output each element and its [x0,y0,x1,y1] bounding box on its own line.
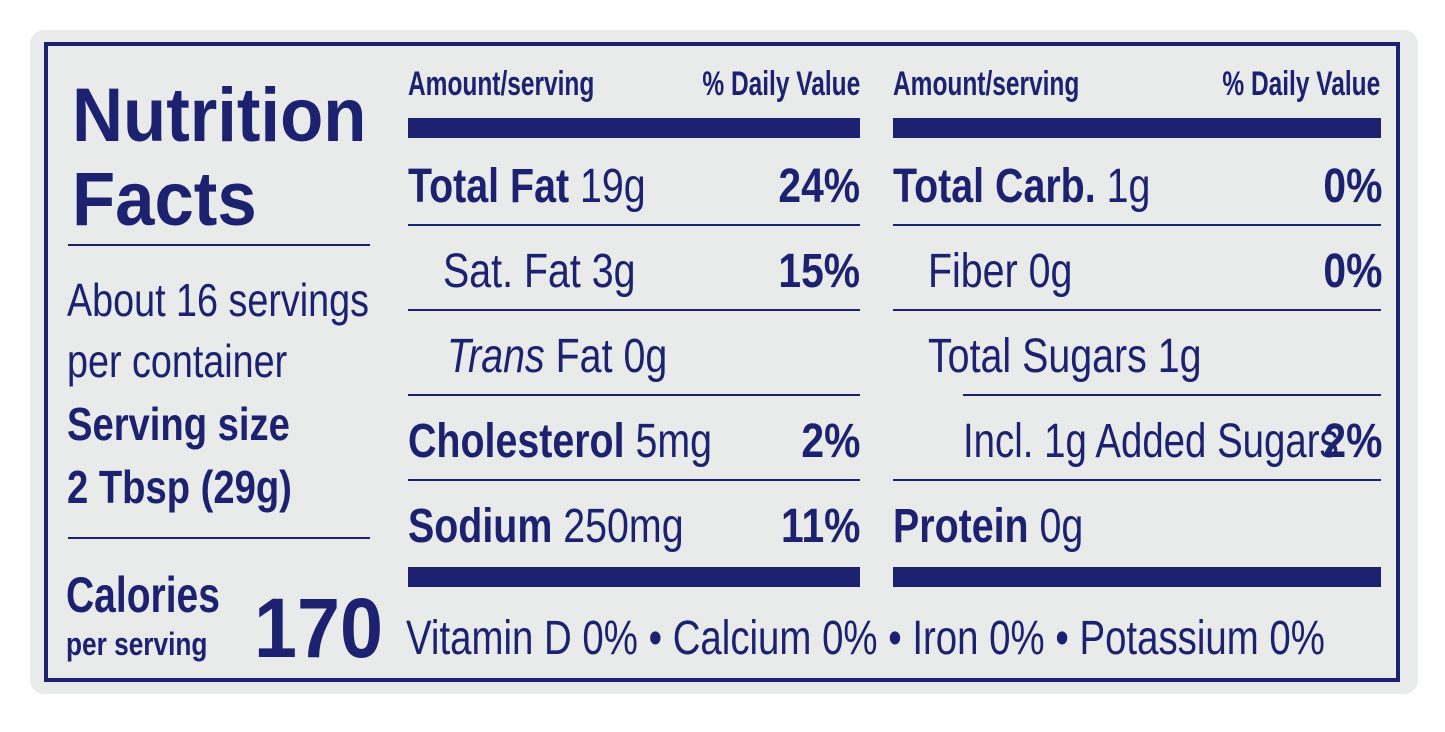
servings-line-1: About 16 servings [67,274,369,326]
nutrition-facts-frame [44,42,1400,682]
right-divider-1 [893,224,1381,226]
title-line-1: Nutrition [72,73,367,158]
right-header-dv: % Daily Value [1222,65,1380,103]
servings-line-2: per container [67,335,288,387]
right-row-total-sugars: Total Sugars 1g [928,330,1202,383]
left-footer-bar [408,567,860,587]
left-divider-1 [408,224,860,226]
panel-divider-2 [68,537,370,539]
title-line-2: Facts [72,157,257,242]
right-row-protein: Protein 0g [893,500,1084,553]
left-divider-2 [408,309,860,311]
right-row-fiber-dv: 0% [1323,245,1382,298]
left-row-sodium-dv: 11% [780,500,860,553]
left-row-sodium: Sodium 250mg [408,500,684,553]
right-footer-bar [893,567,1381,587]
left-row-total-fat-dv: 24% [778,160,860,213]
left-header-bar [408,118,860,138]
right-divider-3 [963,394,1381,396]
vitamins-line: Vitamin D 0% • Calcium 0% • Iron 0% • Po… [406,612,1325,665]
right-header-amount: Amount/serving [893,65,1080,103]
left-row-total-fat: Total Fat 19g [408,160,646,213]
left-row-cholesterol: Cholesterol 5mg [408,415,713,468]
left-header-amount: Amount/serving [408,65,595,103]
right-row-added-sugars: Incl. 1g Added Sugars [963,415,1339,468]
calories-sub: per serving [66,626,208,662]
right-divider-2 [893,309,1381,311]
right-row-fiber: Fiber 0g [928,245,1073,298]
left-row-cholesterol-dv: 2% [801,415,860,468]
panel-divider-1 [68,244,370,246]
right-row-total-carb-dv: 0% [1323,160,1382,213]
calories-label: Calories [66,567,220,623]
left-divider-3 [408,394,860,396]
left-row-sat-fat-dv: 15% [778,245,860,298]
right-row-added-sugars-dv: 2% [1323,415,1382,468]
left-row-trans-fat: Trans Fat 0g [447,330,668,383]
serving-size-value: 2 Tbsp (29g) [67,461,292,513]
right-divider-4 [893,479,1381,481]
right-row-total-carb: Total Carb. 1g [893,160,1151,213]
calories-value: 170 [254,581,383,675]
left-row-sat-fat: Sat. Fat 3g [443,245,636,298]
serving-size-label: Serving size [67,398,290,450]
right-header-bar [893,118,1381,138]
left-divider-4 [408,479,860,481]
left-header-dv: % Daily Value [702,65,860,103]
